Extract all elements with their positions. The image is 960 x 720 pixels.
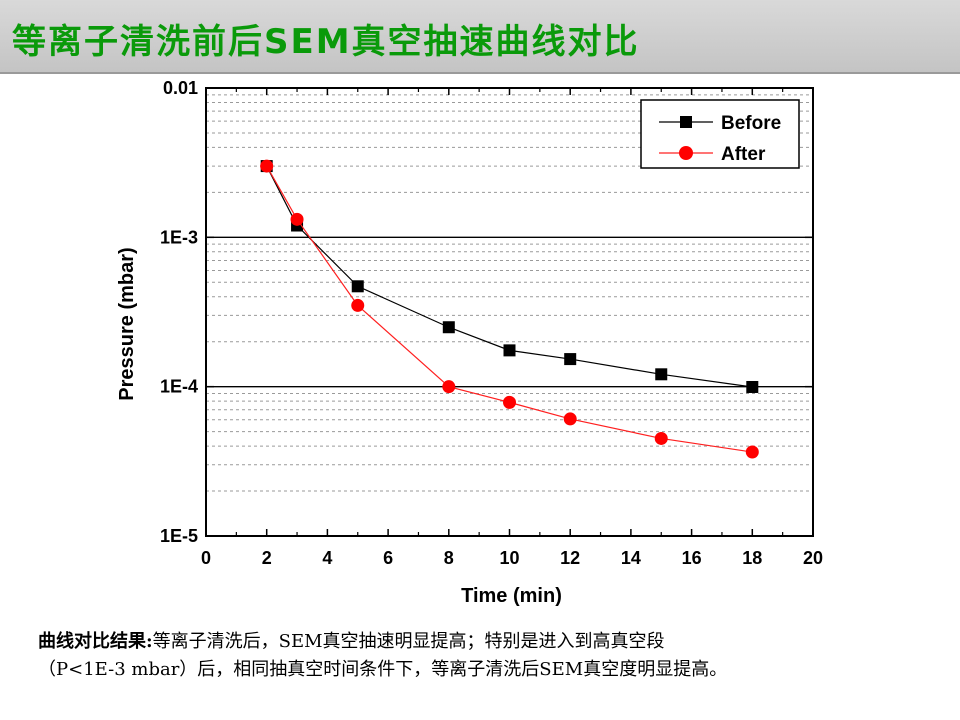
- point-after: [260, 159, 274, 173]
- point-after: [563, 412, 577, 426]
- x-tick-label: 10: [499, 548, 519, 568]
- x-axis-label: Time (min): [461, 585, 562, 607]
- x-tick-label: 14: [621, 548, 641, 568]
- point-after: [503, 395, 516, 409]
- x-tick-label: 16: [682, 548, 702, 568]
- y-tick-label: 1E-3: [160, 227, 198, 247]
- legend-label-before: Before: [721, 113, 781, 134]
- point-before: [351, 280, 364, 293]
- y-tick-label: 1E-5: [160, 526, 198, 546]
- legend-label-after: After: [721, 144, 766, 165]
- x-tick-label: 8: [444, 548, 454, 568]
- point-before: [655, 368, 668, 381]
- y-tick-label: 1E-4: [160, 377, 198, 397]
- point-after: [442, 380, 456, 394]
- point-after: [745, 445, 759, 459]
- caption-line-1: 等离子清洗后，SEM真空抽速明显提高；特别是进入到高真空段: [152, 631, 665, 652]
- x-tick-label: 6: [383, 548, 393, 568]
- caption-lead: 曲线对比结果:: [38, 631, 153, 652]
- x-tick-label: 0: [201, 548, 211, 568]
- caption: 曲线对比结果:等离子清洗后，SEM真空抽速明显提高；特别是进入到高真空段 （P<…: [38, 628, 938, 684]
- legend-box: [640, 99, 800, 169]
- caption-line-2: （P<1E-3 mbar）后，相同抽真空时间条件下，等离子清洗后SEM真空度明显…: [38, 659, 728, 680]
- x-tick-label: 12: [560, 548, 580, 568]
- point-after: [290, 212, 304, 226]
- y-axis-label: Pressure (mbar): [116, 247, 138, 400]
- point-after: [351, 298, 365, 312]
- legend-marker-after: [679, 146, 693, 160]
- series-line-after: [266, 165, 753, 453]
- page-title: 等离子清洗前后SEM真空抽速曲线对比: [12, 22, 640, 62]
- series-line-before: [266, 165, 753, 388]
- legend-marker-before: [680, 116, 692, 128]
- point-before: [503, 344, 516, 357]
- x-tick-label: 18: [742, 548, 762, 568]
- point-after: [654, 431, 668, 445]
- x-tick-label: 4: [322, 548, 332, 568]
- x-tick-label: 2: [262, 548, 272, 568]
- y-tick-label: 0.01: [163, 78, 198, 98]
- title-bar: 等离子清洗前后SEM真空抽速曲线对比: [0, 0, 960, 74]
- point-before: [746, 380, 759, 393]
- pressure-chart: 0 2 4 6 8 10 12 14 16 18 20 1E-5 1E-4 1E-3 0.01 Time (m…: [116, 78, 823, 607]
- x-tick-label: 20: [803, 548, 823, 568]
- point-before: [564, 353, 577, 366]
- point-before: [442, 321, 455, 334]
